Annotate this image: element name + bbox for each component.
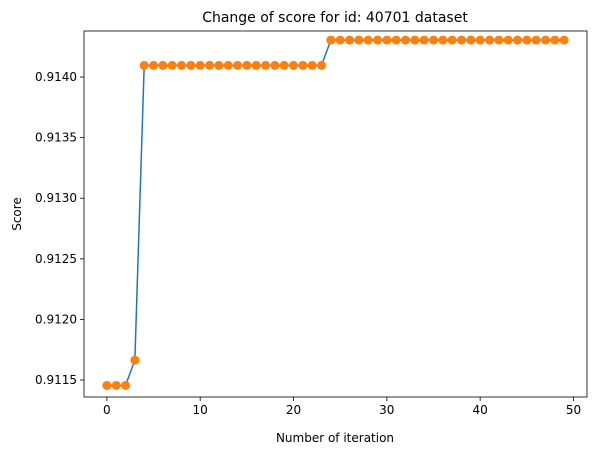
data-point bbox=[345, 35, 354, 45]
data-point bbox=[382, 35, 392, 45]
data-point bbox=[326, 35, 336, 45]
x-tick-label: 20 bbox=[286, 403, 301, 417]
data-point bbox=[102, 380, 112, 390]
data-point bbox=[335, 35, 345, 45]
data-point bbox=[186, 60, 196, 70]
data-point bbox=[111, 380, 121, 390]
data-point bbox=[466, 35, 476, 45]
data-point bbox=[400, 35, 410, 45]
y-tick-label: 0.9120 bbox=[35, 312, 77, 326]
y-axis-label: Score bbox=[10, 197, 24, 231]
data-point bbox=[550, 35, 560, 45]
data-point bbox=[438, 35, 448, 45]
data-point bbox=[354, 35, 364, 45]
chart-title: Change of score for id: 40701 dataset bbox=[202, 10, 468, 26]
y-axis-ticks: 0.9115 0.9120 0.9125 0.9130 0.9135 0.9140 bbox=[35, 70, 84, 387]
y-tick-label: 0.9130 bbox=[35, 191, 77, 205]
data-point bbox=[447, 35, 457, 45]
data-point bbox=[214, 60, 224, 70]
data-point bbox=[223, 60, 233, 70]
data-point bbox=[372, 35, 382, 45]
data-point bbox=[205, 60, 215, 70]
data-point bbox=[251, 60, 261, 70]
data-point bbox=[531, 35, 541, 45]
y-tick-label: 0.9115 bbox=[35, 373, 77, 387]
x-tick-label: 10 bbox=[193, 403, 208, 417]
data-point bbox=[177, 60, 187, 70]
x-axis-label: Number of iteration bbox=[276, 431, 394, 445]
data-point bbox=[475, 35, 485, 45]
data-point bbox=[149, 60, 159, 70]
data-point bbox=[307, 60, 317, 70]
y-tick-label: 0.9140 bbox=[35, 70, 77, 84]
data-point bbox=[419, 35, 429, 45]
data-point bbox=[559, 35, 569, 45]
data-point bbox=[261, 60, 271, 70]
data-point bbox=[512, 35, 522, 45]
x-tick-label: 30 bbox=[379, 403, 394, 417]
plot-frame bbox=[83, 30, 588, 398]
data-point bbox=[540, 35, 550, 45]
data-point bbox=[503, 35, 513, 45]
y-tick-label: 0.9135 bbox=[35, 131, 77, 145]
data-point bbox=[456, 35, 466, 45]
x-tick-label: 50 bbox=[566, 403, 581, 417]
data-point bbox=[279, 60, 289, 70]
x-tick-label: 0 bbox=[103, 403, 111, 417]
data-point bbox=[410, 35, 420, 45]
data-point bbox=[270, 60, 280, 70]
data-point bbox=[363, 35, 373, 45]
data-point bbox=[522, 35, 532, 45]
data-point bbox=[167, 60, 177, 70]
x-tick-label: 40 bbox=[473, 403, 488, 417]
marker-layer bbox=[102, 35, 569, 390]
x-axis-ticks: 0 10 20 30 40 50 bbox=[103, 397, 581, 417]
data-point bbox=[317, 60, 326, 70]
data-point bbox=[121, 380, 131, 390]
data-point bbox=[195, 60, 205, 70]
data-point bbox=[484, 35, 494, 45]
data-point bbox=[494, 35, 504, 45]
data-point bbox=[289, 60, 299, 70]
data-point bbox=[130, 355, 140, 365]
data-point bbox=[139, 60, 149, 70]
data-point bbox=[233, 60, 243, 70]
plot-area bbox=[84, 31, 587, 397]
data-point bbox=[428, 35, 438, 45]
data-point bbox=[391, 35, 401, 45]
y-tick-label: 0.9125 bbox=[35, 252, 77, 266]
data-point bbox=[298, 60, 308, 70]
data-point bbox=[158, 60, 168, 70]
data-point bbox=[242, 60, 252, 70]
